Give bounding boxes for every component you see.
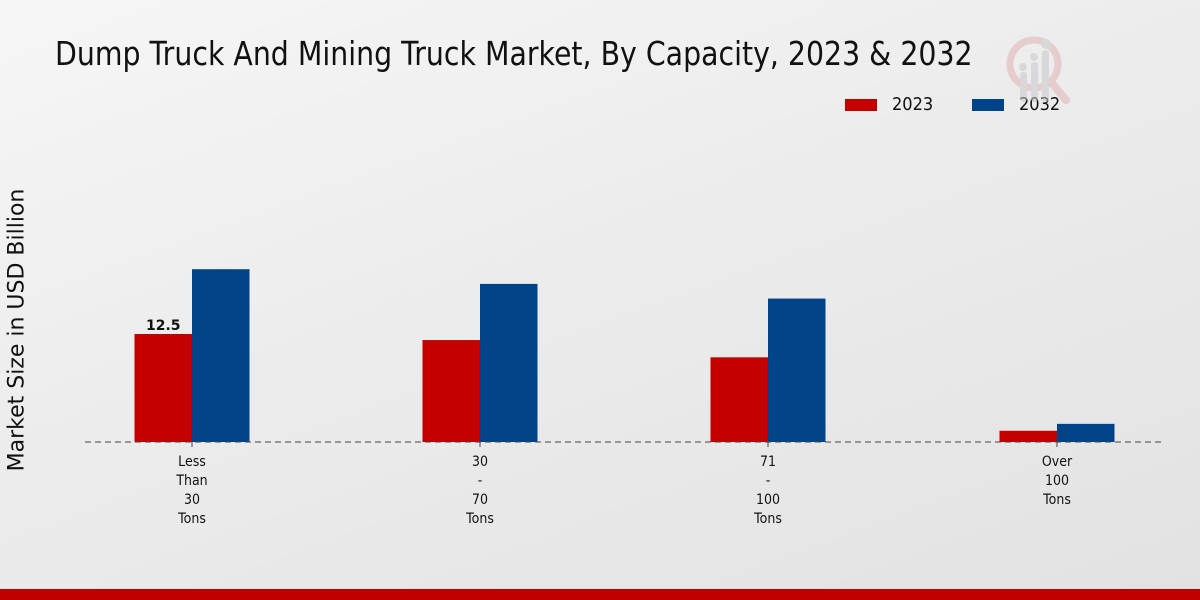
magnifier-bar-chart-logo-icon	[1006, 36, 1070, 104]
bar-2032-0	[192, 269, 250, 442]
data-labels-group: 12.5	[146, 318, 181, 334]
bar-2032-2	[768, 298, 826, 442]
x-tick-label-0-line-1: Than	[175, 473, 207, 489]
chart-title: Dump Truck And Mining Truck Market, By C…	[55, 34, 973, 73]
legend-label-2032: 2032	[1018, 94, 1061, 115]
bar-2023-3	[999, 430, 1057, 442]
bars-group	[134, 269, 1115, 442]
x-tick-label-1-line-3: Tons	[465, 511, 494, 527]
x-tick-label-1-line-0: 30	[472, 454, 488, 470]
bar-2023-1	[422, 340, 480, 442]
legend-label-2023: 2023	[892, 94, 934, 115]
x-tick-label-2-line-0: 71	[760, 454, 776, 470]
legend-item-2023: 2023	[845, 94, 938, 115]
x-tick-label-2-line-3: Tons	[753, 511, 782, 527]
x-tick-label-0-line-3: Tons	[177, 511, 206, 527]
x-tick-label-2-line-2: 100	[756, 492, 780, 508]
x-tick-label-3-line-2: Tons	[1042, 492, 1071, 508]
x-tick-label-3-line-0: Over	[1042, 454, 1073, 470]
x-tick-label-0-line-0: Less	[178, 454, 206, 470]
footer-bar	[0, 589, 1200, 600]
legend: 2023 2032	[845, 94, 1099, 115]
bar-2032-1	[480, 283, 538, 442]
bar-2032-3	[1057, 423, 1115, 442]
x-tick-label-0-line-2: 30	[184, 492, 200, 508]
data-label-2023-0: 12.5	[146, 318, 181, 334]
x-tick-label-2-line-1: -	[766, 473, 771, 489]
bar-2023-2	[710, 357, 768, 442]
legend-swatch-2023	[845, 98, 877, 111]
x-tick-label-1-line-2: 70	[472, 492, 488, 508]
legend-swatch-2032	[971, 98, 1004, 111]
x-tick-labels-group: Less Than 30 Tons 30 - 70 Tons 71 - 100 Tons Over 100…	[175, 454, 1072, 527]
bar-2023-0	[134, 334, 192, 442]
x-tick-label-1-line-1: -	[478, 473, 483, 489]
x-ticks-group	[191, 442, 1058, 447]
x-tick-label-3-line-1: 100	[1045, 473, 1069, 489]
legend-item-2032: 2032	[971, 94, 1065, 115]
